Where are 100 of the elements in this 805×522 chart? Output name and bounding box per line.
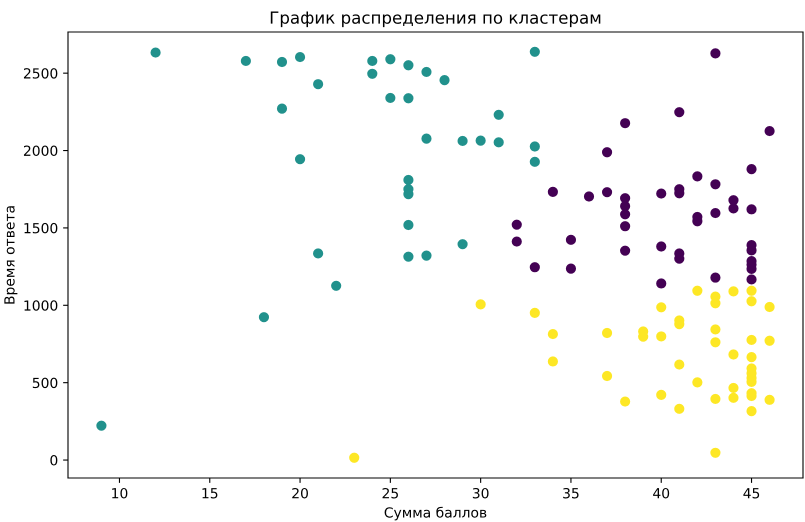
point (692, 377, 702, 388)
y-tick-label: 500 (32, 378, 58, 388)
point (421, 134, 432, 144)
point (710, 48, 720, 58)
point (764, 302, 775, 312)
point (566, 234, 576, 245)
x-tick-label: 15 (202, 488, 218, 498)
y-tick-label: 2000 (24, 146, 58, 156)
point (728, 349, 739, 360)
point (710, 394, 720, 404)
point (710, 448, 720, 458)
point (150, 47, 161, 58)
x-tick-label: 40 (653, 488, 670, 498)
point (458, 136, 468, 146)
point (674, 404, 684, 414)
y-axis-title: Время ответа (4, 206, 18, 304)
point (656, 241, 666, 252)
point (746, 286, 757, 296)
x-axis-title: Сумма баллов (384, 506, 486, 520)
point (530, 262, 540, 272)
point (458, 239, 468, 250)
point (240, 56, 251, 66)
point (385, 92, 396, 104)
point (403, 252, 414, 262)
point (349, 452, 360, 463)
point (439, 75, 450, 86)
point (313, 79, 324, 90)
y-tick-label: 1000 (24, 300, 58, 311)
point (764, 126, 775, 136)
point (367, 68, 378, 79)
x-tick-label: 10 (112, 488, 128, 498)
point (620, 396, 630, 407)
point (294, 52, 306, 62)
x-tick-label: 35 (563, 488, 579, 498)
point (602, 328, 612, 338)
point (728, 392, 739, 403)
point (403, 174, 414, 186)
point (656, 188, 666, 199)
point (548, 186, 558, 197)
point (728, 203, 739, 214)
point (746, 274, 757, 285)
point (530, 308, 540, 318)
x-tick-label: 20 (292, 488, 308, 498)
point (584, 191, 594, 202)
point (746, 204, 757, 214)
point (294, 154, 306, 164)
point (494, 110, 504, 120)
point (421, 66, 432, 78)
y-tick-label: 0 (50, 455, 58, 466)
point (494, 137, 504, 148)
point (530, 46, 540, 57)
x-tick-label: 25 (382, 488, 398, 498)
point (710, 272, 720, 283)
point (764, 394, 775, 405)
point (746, 296, 757, 306)
point (710, 208, 720, 218)
point (276, 56, 288, 68)
point (530, 141, 540, 152)
point (476, 136, 486, 146)
point (313, 248, 324, 259)
point (746, 334, 757, 346)
point (602, 187, 612, 198)
point (385, 54, 396, 64)
y-tick-label: 2500 (24, 68, 58, 79)
point (656, 390, 666, 400)
point (548, 356, 558, 367)
point (710, 324, 720, 335)
point (746, 352, 757, 362)
point (710, 298, 720, 308)
point (421, 250, 432, 261)
point (764, 336, 775, 346)
point (258, 312, 270, 322)
point (746, 164, 757, 174)
point (476, 299, 486, 310)
point (620, 201, 630, 212)
point (276, 104, 288, 114)
chart-title: График распределения по кластерам (270, 12, 600, 28)
point (566, 264, 576, 274)
point (512, 236, 522, 247)
point (674, 359, 684, 370)
point (710, 179, 720, 190)
point (530, 156, 540, 167)
point (602, 147, 612, 158)
point (692, 286, 702, 296)
point (620, 221, 630, 232)
point (656, 278, 666, 289)
point (710, 337, 720, 348)
x-tick-label: 30 (472, 488, 489, 498)
point (692, 171, 702, 182)
point (620, 209, 630, 220)
point (512, 220, 522, 230)
point (728, 286, 739, 296)
point (331, 280, 342, 291)
point (620, 246, 630, 256)
point (367, 56, 378, 66)
point (728, 382, 739, 394)
point (746, 406, 757, 416)
point (656, 331, 666, 342)
point (403, 93, 414, 104)
point (548, 328, 558, 340)
